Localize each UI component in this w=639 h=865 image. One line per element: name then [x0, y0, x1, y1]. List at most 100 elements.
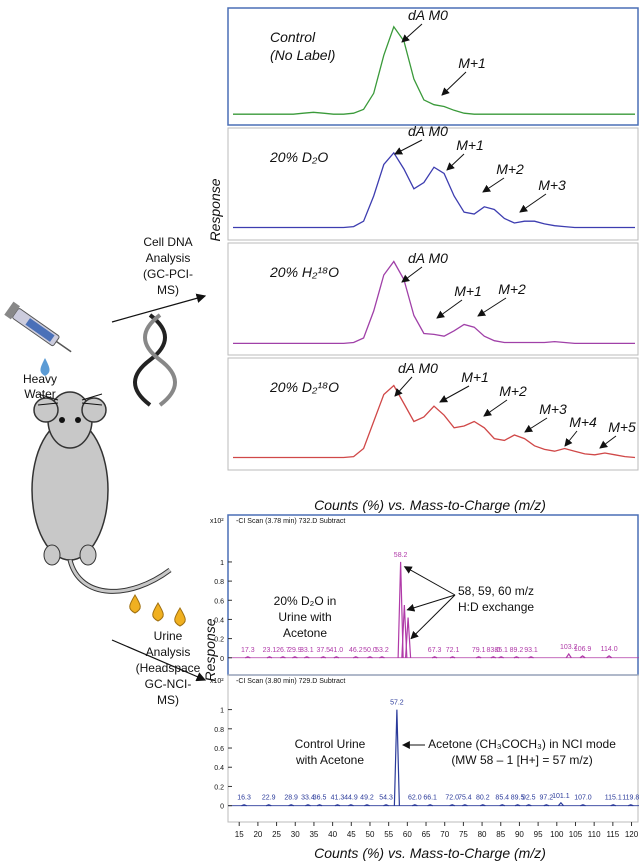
x-tick-label: 120 — [625, 830, 639, 839]
x-tick-label: 60 — [403, 830, 412, 839]
panel-label: with Acetone — [295, 753, 364, 767]
peak — [304, 656, 310, 659]
annotation-arrow — [441, 71, 467, 96]
annotation-arrow — [483, 399, 508, 417]
peak-label: 75.4 — [458, 795, 472, 802]
annotation-arrow — [401, 23, 423, 43]
peak-label: 85.1 — [494, 647, 508, 654]
scan-header: -CI Scan (3.78 min) 732.D Subtract — [236, 518, 345, 525]
peak — [266, 656, 273, 659]
scale-label: x10² — [210, 518, 224, 525]
x-tick-label: 115 — [606, 830, 619, 839]
x-tick-label: 85 — [496, 830, 505, 839]
peak-label: 79.1 — [472, 647, 486, 654]
peak-label: 89.2 — [510, 647, 524, 654]
peak — [333, 656, 340, 659]
peak-annotation: M+4 — [569, 414, 597, 430]
peak-label: 92.5 — [522, 795, 536, 802]
annotation-arrow — [406, 594, 456, 612]
annotation-arrow — [401, 266, 423, 283]
peak — [241, 804, 247, 807]
peak-label: 107.0 — [574, 795, 592, 802]
peak-annotation: 58, 59, 60 m/z — [458, 584, 534, 598]
panel-frame — [227, 127, 639, 241]
peak-label: 72.0 — [445, 795, 459, 802]
peak-label: 41.3 — [331, 795, 345, 802]
peak-label: 119.8 — [622, 795, 639, 802]
peak — [526, 804, 532, 807]
peak-label: 103.2 — [560, 644, 578, 651]
dna-analysis-label: MS) — [157, 283, 179, 297]
annotation-arrow — [482, 177, 505, 193]
peak-label: 101.1 — [552, 793, 570, 800]
x-tick-label: 30 — [291, 830, 300, 839]
panel-label: Control — [270, 29, 316, 45]
y-tick-label: 0.2 — [214, 637, 224, 644]
peak-annotation: M+1 — [454, 283, 482, 299]
peak — [412, 804, 418, 807]
peak — [449, 656, 456, 659]
peak — [393, 709, 400, 806]
peak-annotation: dA M0 — [408, 123, 448, 139]
annotation-arrow — [524, 417, 548, 433]
urine-analysis-label: GC-NCI- — [145, 677, 192, 691]
x-tick-label: 90 — [515, 830, 524, 839]
spectrum-line — [233, 25, 635, 115]
peak-label: 83.0 — [486, 647, 500, 654]
peak — [379, 656, 385, 659]
x-tick-label: 75 — [459, 830, 468, 839]
y-tick-label: 1 — [220, 708, 224, 715]
peak-label: 97.2 — [540, 795, 554, 802]
annotation-arrow — [439, 385, 470, 403]
peak-label: 115.1 — [605, 795, 622, 802]
peak-label: 23.1 — [263, 647, 277, 654]
peak — [427, 804, 433, 807]
peak — [543, 804, 550, 807]
peak-label: 17.3 — [241, 647, 255, 654]
peak-label: 46.2 — [349, 647, 363, 654]
peak-annotation: M+1 — [458, 55, 486, 71]
peak — [628, 804, 634, 807]
panel-label: Urine with — [278, 610, 331, 624]
scale-label: x10² — [210, 678, 224, 685]
peak — [557, 801, 564, 807]
x-tick-label: 110 — [588, 830, 601, 839]
panel-frame — [227, 357, 639, 471]
panel-label: Acetone — [283, 626, 327, 640]
panel-label: Control Urine — [295, 737, 366, 751]
scan-header: -CI Scan (3.80 min) 729.D Subtract — [236, 678, 345, 685]
peak — [565, 652, 572, 659]
peak-label: 58.2 — [394, 552, 408, 559]
peak-label: 41.0 — [330, 647, 344, 654]
peak-annotation: dA M0 — [408, 250, 448, 266]
peak-label: 62.0 — [408, 795, 422, 802]
peak — [383, 804, 389, 807]
panel-label: 20% H₂¹⁸O — [269, 264, 339, 280]
x-tick-label: 70 — [440, 830, 449, 839]
y-tick-label: 0.6 — [214, 746, 224, 753]
y-tick-label: 0.8 — [214, 727, 224, 734]
y-tick-label: 0.4 — [214, 765, 224, 772]
panel-frame — [227, 242, 639, 356]
y-tick-label: 0 — [220, 656, 224, 663]
illustration — [4, 293, 207, 682]
y-tick-label: 1 — [220, 560, 224, 567]
heavy-water-label: Water — [24, 387, 56, 401]
peak-label: 33.4 — [301, 795, 315, 802]
heavy-water-label: Heavy — [23, 372, 57, 386]
peak — [364, 804, 370, 807]
x-tick-label: 105 — [569, 830, 583, 839]
peak — [367, 656, 373, 659]
x-axis-title: Counts (%) vs. Mass-to-Charge (m/z) — [314, 497, 546, 513]
peak — [580, 804, 586, 807]
peak-annotation: M+2 — [496, 161, 524, 177]
urine-analysis-label: Analysis — [146, 645, 191, 659]
x-tick-label: 40 — [328, 830, 337, 839]
x-tick-label: 45 — [347, 830, 356, 839]
peak-label: 16.3 — [237, 795, 251, 802]
peak-annotation: dA M0 — [408, 7, 448, 23]
peak-annotation: dA M0 — [398, 360, 438, 376]
peak-label: 89.5 — [511, 795, 525, 802]
annotation-arrow — [599, 435, 617, 449]
